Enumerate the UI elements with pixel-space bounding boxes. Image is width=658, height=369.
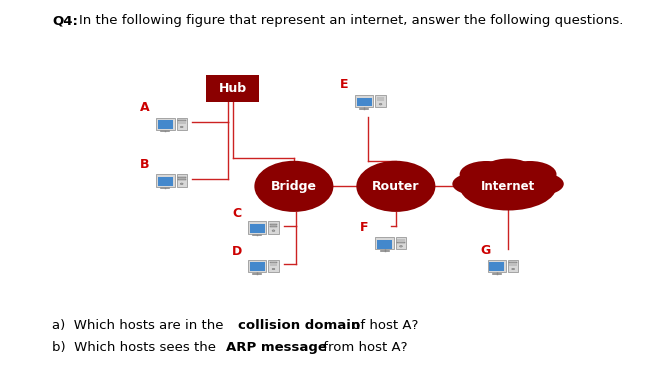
Text: D: D	[232, 245, 242, 258]
Circle shape	[399, 245, 403, 247]
FancyBboxPatch shape	[376, 95, 386, 107]
Ellipse shape	[255, 161, 334, 212]
FancyBboxPatch shape	[178, 120, 186, 121]
Ellipse shape	[460, 161, 513, 187]
FancyBboxPatch shape	[508, 260, 519, 272]
FancyBboxPatch shape	[158, 120, 173, 129]
FancyBboxPatch shape	[377, 240, 392, 248]
Ellipse shape	[460, 162, 557, 210]
FancyBboxPatch shape	[156, 118, 174, 130]
Ellipse shape	[452, 173, 496, 195]
FancyBboxPatch shape	[268, 221, 278, 234]
FancyBboxPatch shape	[396, 237, 406, 249]
Text: from host A?: from host A?	[319, 341, 407, 354]
FancyBboxPatch shape	[376, 237, 394, 249]
Ellipse shape	[482, 159, 535, 185]
Text: of host A?: of host A?	[348, 319, 418, 332]
Text: E: E	[340, 77, 348, 90]
Text: ARP message: ARP message	[226, 341, 327, 354]
FancyBboxPatch shape	[178, 179, 186, 180]
Text: Hub: Hub	[218, 82, 247, 95]
Circle shape	[379, 103, 382, 105]
Text: A: A	[140, 101, 150, 114]
FancyBboxPatch shape	[248, 221, 266, 234]
FancyBboxPatch shape	[249, 224, 265, 233]
FancyBboxPatch shape	[355, 95, 374, 107]
FancyBboxPatch shape	[357, 98, 372, 106]
FancyBboxPatch shape	[156, 175, 174, 187]
FancyBboxPatch shape	[270, 226, 278, 227]
Text: Router: Router	[372, 180, 420, 193]
Circle shape	[180, 126, 183, 128]
FancyBboxPatch shape	[206, 75, 259, 102]
Text: G: G	[480, 244, 490, 257]
FancyBboxPatch shape	[490, 262, 505, 271]
Circle shape	[180, 183, 183, 184]
FancyBboxPatch shape	[248, 260, 266, 272]
Text: In the following figure that represent an internet, answer the following questio: In the following figure that represent a…	[79, 14, 623, 27]
FancyBboxPatch shape	[158, 177, 173, 186]
Text: Internet: Internet	[481, 180, 535, 193]
Text: C: C	[232, 207, 241, 220]
FancyBboxPatch shape	[176, 118, 187, 130]
FancyBboxPatch shape	[249, 262, 265, 271]
FancyBboxPatch shape	[488, 260, 506, 272]
Ellipse shape	[503, 161, 557, 187]
Ellipse shape	[520, 173, 564, 195]
FancyBboxPatch shape	[270, 262, 278, 263]
FancyBboxPatch shape	[178, 177, 186, 178]
Text: Q4:: Q4:	[52, 14, 78, 27]
Text: F: F	[360, 221, 368, 234]
FancyBboxPatch shape	[268, 260, 278, 272]
FancyBboxPatch shape	[397, 239, 405, 240]
Text: b)  Which hosts sees the: b) Which hosts sees the	[52, 341, 220, 354]
Circle shape	[512, 268, 515, 270]
Ellipse shape	[357, 161, 436, 212]
Text: Bridge: Bridge	[271, 180, 317, 193]
Circle shape	[272, 230, 275, 231]
Text: collision domain: collision domain	[238, 319, 360, 332]
FancyBboxPatch shape	[270, 224, 278, 225]
Circle shape	[272, 268, 275, 270]
FancyBboxPatch shape	[176, 175, 187, 187]
Text: B: B	[140, 158, 150, 171]
Text: a)  Which hosts are in the: a) Which hosts are in the	[52, 319, 228, 332]
FancyBboxPatch shape	[376, 97, 384, 98]
FancyBboxPatch shape	[509, 262, 517, 263]
